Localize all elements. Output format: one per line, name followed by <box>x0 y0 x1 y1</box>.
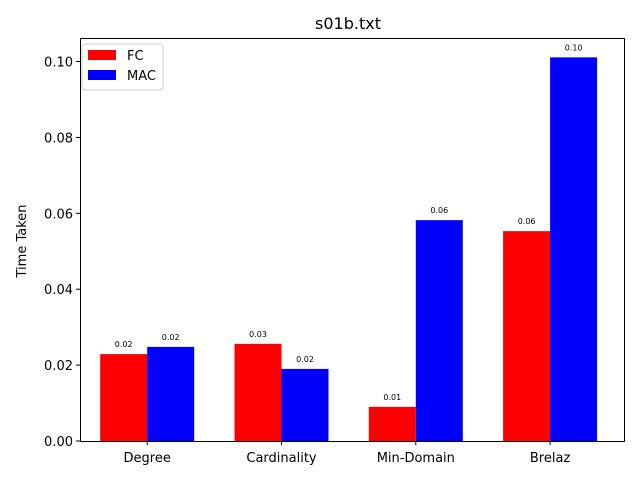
y-tick-label: 0.06 <box>44 207 73 222</box>
value-label-fc-brelaz: 0.06 <box>518 217 536 226</box>
x-tick-label-cardinality: Cardinality <box>246 451 317 466</box>
bar-mac-degree <box>147 346 195 441</box>
bar-mac-cardinality <box>281 368 329 441</box>
x-axis-ticks: Degree Cardinality Min-Domain Brelaz <box>124 441 571 466</box>
value-label-mac-degree: 0.02 <box>162 333 180 342</box>
y-tick-label: 0.04 <box>44 283 73 298</box>
y-tick-label: 0.08 <box>44 131 73 146</box>
bar-fc-brelaz <box>503 231 551 441</box>
value-label-fc-cardinality: 0.03 <box>249 330 267 339</box>
bars-group <box>100 57 598 441</box>
y-axis-label: Time Taken <box>15 204 30 278</box>
legend-swatch-fc <box>88 50 116 60</box>
y-tick-label: 0.00 <box>44 435 73 450</box>
value-label-mac-brelaz: 0.10 <box>565 43 583 52</box>
bar-mac-min-domain <box>415 220 463 441</box>
legend: FC MAC <box>81 43 164 91</box>
value-label-mac-cardinality: 0.02 <box>296 355 314 364</box>
legend-label-fc: FC <box>127 49 144 64</box>
value-label-fc-min-domain: 0.01 <box>383 393 401 402</box>
legend-label-mac: MAC <box>127 69 156 84</box>
y-axis-ticks: 0.00 0.02 0.04 0.06 0.08 0.10 <box>44 56 80 450</box>
y-tick-label: 0.02 <box>44 359 73 374</box>
y-tick-label: 0.10 <box>44 56 73 71</box>
chart-title: s01b.txt <box>315 14 381 33</box>
legend-swatch-mac <box>88 70 116 80</box>
value-label-mac-min-domain: 0.06 <box>430 206 448 215</box>
bar-fc-cardinality <box>234 343 282 441</box>
bar-fc-min-domain <box>368 406 416 441</box>
x-tick-label-degree: Degree <box>124 451 171 466</box>
value-labels-group: 0.02 0.02 0.03 0.02 0.01 0.06 0.06 0.10 <box>115 43 583 401</box>
bar-mac-brelaz <box>550 57 598 441</box>
plot-frame <box>80 38 625 442</box>
x-tick-label-min-domain: Min-Domain <box>377 451 455 466</box>
x-tick-label-brelaz: Brelaz <box>530 451 571 466</box>
value-label-fc-degree: 0.02 <box>115 340 133 349</box>
bar-fc-degree <box>100 354 148 441</box>
